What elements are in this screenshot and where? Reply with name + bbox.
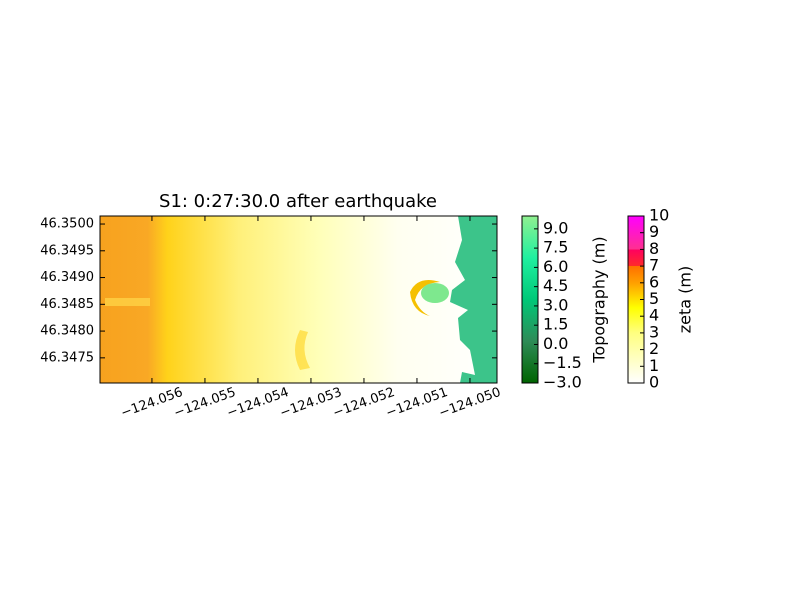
colorbar-tick-label: 3.0 xyxy=(543,295,568,314)
y-tick-label: 46.3500 xyxy=(40,217,94,232)
colorbar-tick-label: 5 xyxy=(649,289,659,308)
colorbar-tick-label: 2 xyxy=(649,339,659,358)
colorbar-tick-label: 3 xyxy=(649,322,659,341)
colorbar-tick-label: 10 xyxy=(649,206,669,225)
colorbar-label: zeta (m) xyxy=(676,266,695,333)
colorbar-tick-label: −1.5 xyxy=(543,353,582,372)
x-tick-label: −124.050 xyxy=(437,385,503,421)
colorbar-tick-label: 0 xyxy=(649,373,659,392)
colorbar-tick-label: 9.0 xyxy=(543,218,568,237)
colorbar-tick-label: 7 xyxy=(649,256,659,275)
y-tick-label: 46.3495 xyxy=(40,243,94,258)
colorbar-topography xyxy=(521,215,539,384)
colorbar-tick-label: 4 xyxy=(649,306,659,325)
chart-title: S1: 0:27:30.0 after earthquake xyxy=(159,191,437,212)
colorbar-tick-label: 6 xyxy=(649,272,659,291)
colorbar-tick-label: −3.0 xyxy=(543,373,582,392)
colorbar-tick-label: 6.0 xyxy=(543,257,568,276)
heatmap-field xyxy=(100,216,497,383)
y-tick-label: 46.3490 xyxy=(40,270,94,285)
colorbar-tick-label: 8 xyxy=(649,239,659,258)
colorbar-tick-label: 7.5 xyxy=(543,238,568,257)
y-tick-label: 46.3485 xyxy=(40,297,94,312)
colorbar-tick-label: 0.0 xyxy=(543,334,568,353)
axes-frame xyxy=(99,215,498,384)
colorbar-tick-label: 4.5 xyxy=(543,276,568,295)
colorbar-label: Topography (m) xyxy=(590,236,609,363)
colorbar-tick-label: 1.5 xyxy=(543,315,568,334)
colorbar-tick-label: 9 xyxy=(649,222,659,241)
y-tick-label: 46.3475 xyxy=(40,350,94,365)
colorbar-tick-label: 1 xyxy=(649,356,659,375)
y-tick-label: 46.3480 xyxy=(40,324,94,339)
